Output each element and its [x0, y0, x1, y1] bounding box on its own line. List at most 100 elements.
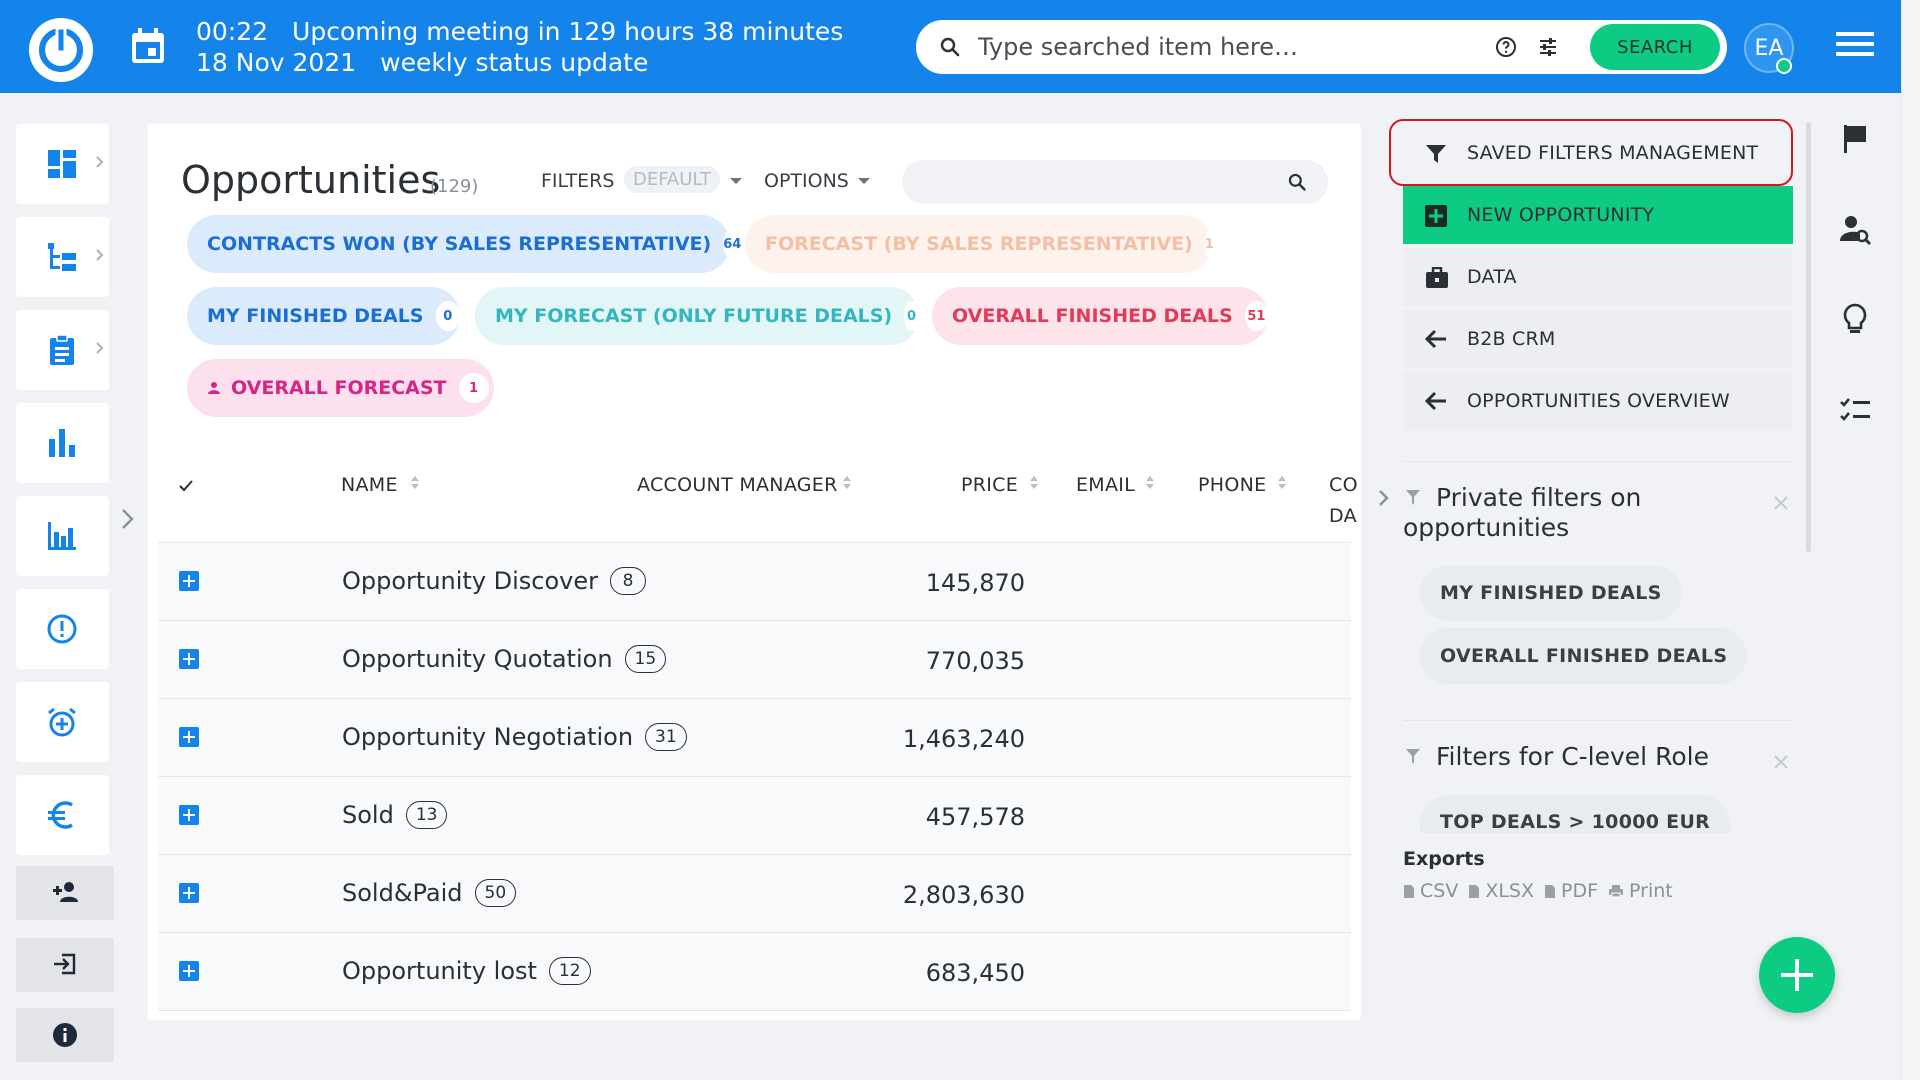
table-row[interactable]: Sold&Paid 50 2,803,630 — [158, 855, 1351, 933]
table-row[interactable]: Sold 13 457,578 — [158, 777, 1351, 855]
row-price: 683,450 — [925, 959, 1025, 987]
sidebar-info[interactable] — [16, 1008, 114, 1062]
tune-icon[interactable] — [1536, 35, 1560, 59]
logout-icon — [54, 953, 76, 975]
panel-scrollbar[interactable] — [1806, 122, 1811, 552]
page-scrollbar[interactable] — [1901, 0, 1920, 1080]
logo-icon[interactable] — [29, 18, 93, 82]
sidebar-analytics[interactable] — [16, 496, 109, 576]
row-name: Opportunity Negotiation — [342, 723, 634, 751]
saved-filters-management-button[interactable]: SAVED FILTERS MANAGEMENT — [1403, 124, 1793, 182]
chip-label: MY FORECAST (ONLY FUTURE DEALS) — [495, 305, 893, 327]
print-link[interactable]: Print — [1608, 880, 1673, 902]
sort-icon[interactable] — [1030, 476, 1038, 490]
expand-sidebar-chevron-icon[interactable] — [120, 506, 136, 532]
chip-my-forecast[interactable]: MY FORECAST (ONLY FUTURE DEALS) 0 — [475, 287, 919, 345]
filters-dropdown[interactable]: FILTERS — [541, 170, 615, 192]
expand-row-icon[interactable] — [179, 805, 199, 825]
export-csv-link[interactable]: CSV — [1403, 880, 1458, 902]
column-header-price[interactable]: PRICE — [961, 474, 1019, 496]
row-name: Opportunity Discover — [342, 567, 599, 595]
action-label: SAVED FILTERS MANAGEMENT — [1467, 142, 1759, 164]
saved-filter-my-finished-deals[interactable]: MY FINISHED DEALS — [1420, 565, 1682, 621]
export-xlsx-link[interactable]: XLSX — [1468, 880, 1534, 902]
select-all-check-icon[interactable] — [178, 479, 194, 493]
row-price: 457,578 — [925, 803, 1025, 831]
highlight-annotation — [1389, 119, 1793, 186]
expand-row-icon[interactable] — [179, 961, 199, 981]
c-level-filters-title[interactable]: Filters for C-level Role — [1436, 742, 1709, 771]
saved-filter-overall-finished-deals[interactable]: OVERALL FINISHED DEALS — [1420, 628, 1748, 684]
close-icon[interactable] — [1772, 494, 1790, 512]
expand-row-icon[interactable] — [179, 571, 199, 591]
filters-default-badge[interactable]: DEFAULT — [624, 166, 720, 193]
sidebar-tasks[interactable] — [16, 310, 109, 390]
table-row[interactable]: Opportunity Negotiation 31 1,463,240 — [158, 699, 1351, 777]
calendar-icon[interactable] — [130, 27, 166, 65]
column-header-email[interactable]: EMAIL — [1076, 474, 1136, 496]
row-price: 145,870 — [925, 569, 1025, 597]
column-header-account-manager[interactable]: ACCOUNT MANAGER — [637, 474, 838, 496]
b2b-crm-button[interactable]: B2B CRM — [1403, 310, 1793, 368]
expand-row-icon[interactable] — [179, 649, 199, 669]
table-row[interactable]: Opportunity lost 12 683,450 — [158, 933, 1351, 1011]
options-dropdown[interactable]: OPTIONS — [764, 170, 849, 192]
chip-contracts-won[interactable]: CONTRACTS WON (BY SALES REPRESENTATIVE) … — [187, 215, 742, 273]
close-icon[interactable] — [1772, 753, 1790, 771]
filters-caret-icon — [730, 178, 742, 184]
sidebar-finance[interactable] — [16, 775, 109, 855]
chip-overall-forecast[interactable]: OVERALL FORECAST 1 — [187, 359, 494, 417]
chevron-right-icon[interactable] — [1377, 488, 1391, 508]
search-icon[interactable] — [1287, 172, 1307, 192]
table-row[interactable]: Opportunity Quotation 15 770,035 — [158, 621, 1351, 699]
opportunities-overview-button[interactable]: OPPORTUNITIES OVERVIEW — [1403, 372, 1793, 430]
action-label: NEW OPPORTUNITY — [1467, 204, 1655, 226]
alert-icon — [47, 614, 77, 644]
sidebar-alerts[interactable] — [16, 589, 109, 669]
help-icon[interactable] — [1494, 35, 1518, 59]
sidebar-projects[interactable] — [16, 217, 109, 297]
checklist-icon[interactable] — [1838, 394, 1872, 428]
sidebar-reminders[interactable] — [16, 682, 109, 762]
data-button[interactable]: DATA — [1403, 248, 1793, 306]
chip-overall-finished-deals[interactable]: OVERALL FINISHED DEALS 51 — [932, 287, 1268, 345]
lightbulb-icon[interactable] — [1838, 302, 1872, 336]
row-price: 1,463,240 — [902, 725, 1025, 753]
sort-icon[interactable] — [1278, 476, 1286, 490]
action-label: OPPORTUNITIES OVERVIEW — [1467, 390, 1730, 412]
private-filters-title[interactable]: Private filters on opportunities — [1403, 483, 1642, 542]
upcoming-meeting[interactable]: 00:22 Upcoming meeting in 129 hours 38 mi… — [196, 17, 843, 46]
chip-forecast[interactable]: FORECAST (BY SALES REPRESENTATIVE) 1 — [745, 215, 1214, 273]
sort-icon[interactable] — [1146, 476, 1154, 490]
column-header-co[interactable]: CO — [1329, 474, 1358, 496]
export-pdf-link[interactable]: PDF — [1544, 880, 1598, 902]
column-header-phone[interactable]: PHONE — [1198, 474, 1267, 496]
sidebar-dashboard[interactable] — [16, 124, 109, 204]
options-caret-icon — [858, 178, 870, 184]
sort-icon[interactable] — [411, 476, 419, 490]
search-button[interactable]: SEARCH — [1590, 24, 1720, 70]
meeting-details[interactable]: 18 Nov 2021 weekly status update — [196, 48, 648, 77]
chevron-right-icon — [96, 342, 104, 354]
sidebar-reports[interactable] — [16, 403, 109, 483]
column-header-da[interactable]: DA — [1329, 505, 1357, 527]
column-header-name[interactable]: NAME — [341, 474, 398, 496]
list-search-field[interactable] — [902, 160, 1328, 204]
expand-row-icon[interactable] — [179, 727, 199, 747]
expand-row-icon[interactable] — [179, 883, 199, 903]
row-count-badge: 8 — [610, 567, 647, 595]
search-input[interactable] — [978, 28, 1398, 66]
sidebar-logout[interactable] — [16, 938, 114, 992]
user-search-icon[interactable] — [1838, 213, 1872, 247]
table-row[interactable]: Opportunity Discover 8 145,870 — [158, 543, 1351, 621]
new-opportunity-button[interactable]: NEW OPPORTUNITY — [1403, 186, 1793, 244]
sidebar-add-user[interactable] — [16, 866, 114, 920]
sort-icon[interactable] — [843, 476, 851, 490]
add-fab-button[interactable] — [1759, 937, 1835, 1013]
flag-icon[interactable] — [1838, 122, 1872, 156]
saved-filter-top-deals[interactable]: TOP DEALS > 10000 EUR — [1420, 795, 1731, 833]
chip-my-finished-deals[interactable]: MY FINISHED DEALS 0 — [187, 287, 460, 345]
row-count-badge: 12 — [548, 957, 591, 985]
hamburger-menu-icon[interactable] — [1836, 32, 1874, 62]
row-count-badge: 13 — [405, 801, 448, 829]
